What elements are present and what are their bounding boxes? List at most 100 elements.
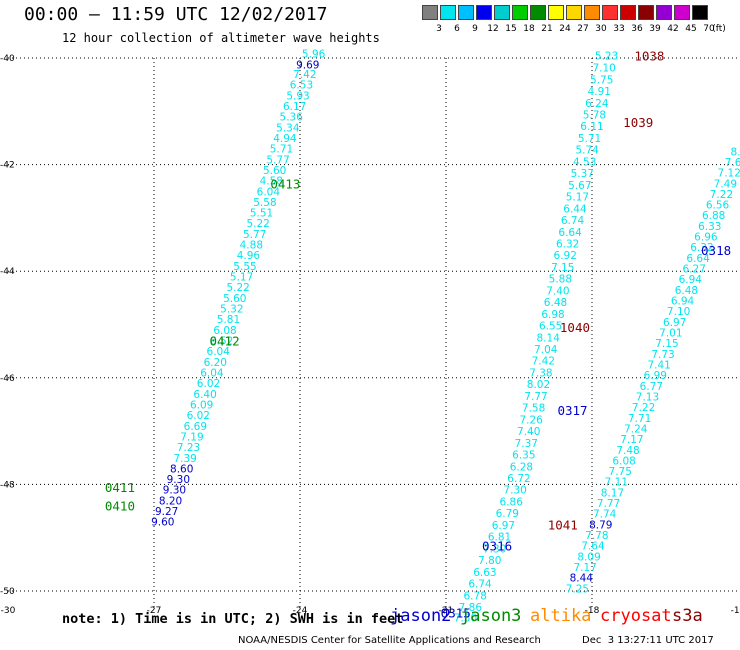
pass-time-label: 0317 xyxy=(557,403,587,418)
wave-height-obs: 7.30 xyxy=(483,543,506,555)
wave-height-obs: 6.04 xyxy=(207,346,231,358)
color-swatch-24 xyxy=(548,5,564,20)
wave-height-obs: 6.74 xyxy=(468,579,492,591)
wave-height-obs: 5.51 xyxy=(250,208,273,220)
color-swatch-6 xyxy=(440,5,456,20)
color-level-label: 12 xyxy=(487,24,499,34)
wave-height-obs: 7.38 xyxy=(529,367,552,379)
wave-height-obs: 7.17 xyxy=(573,562,596,574)
wave-height-obs: 8.09 xyxy=(577,551,600,563)
wave-height-obs: 5.17 xyxy=(230,272,253,284)
wave-height-obs: 7.23 xyxy=(177,442,200,454)
wave-height-obs: 7.15 xyxy=(655,338,678,350)
color-swatch-33 xyxy=(602,5,618,20)
wave-height-obs: 7.01 xyxy=(659,328,682,340)
pass-time-label: 1041 xyxy=(548,517,578,532)
wave-height-obs: 9.30 xyxy=(163,485,186,497)
wave-height-obs: 8.44 xyxy=(570,573,594,585)
color-swatch-3 xyxy=(422,5,438,20)
wave-height-obs: 7.30 xyxy=(454,613,477,625)
color-level-label: 39 xyxy=(649,24,661,34)
wave-height-obs: 6.74 xyxy=(561,215,585,227)
wave-height-obs: 5.22 xyxy=(246,218,269,230)
color-swatch-9 xyxy=(458,5,474,20)
wave-height-obs: 7.75 xyxy=(609,466,632,478)
latitude-tick-label: -42 xyxy=(0,161,15,171)
wave-height-obs: 5.75 xyxy=(590,74,613,86)
wave-height-obs: 7.37 xyxy=(515,438,538,450)
color-level-label: 3 xyxy=(436,24,442,34)
wave-height-obs: 7.19 xyxy=(180,431,203,443)
wave-height-obs: 5.60 xyxy=(223,293,246,305)
wave-height-obs: 7.15 xyxy=(551,262,574,274)
latitude-tick-label: -40 xyxy=(0,54,15,64)
color-level-label: 6 xyxy=(454,24,460,34)
wave-height-obs: 6.48 xyxy=(675,285,698,297)
satellite-legend-s3a: s3a xyxy=(672,606,703,626)
wave-height-obs: 9.27 xyxy=(155,506,178,518)
latitude-tick-label: -48 xyxy=(0,480,15,490)
wave-height-obs: 7.04 xyxy=(534,344,558,356)
wave-height-obs: 8.14 xyxy=(537,332,561,344)
wave-height-obs: 7.13 xyxy=(636,391,659,403)
pass-time-label: 1040 xyxy=(560,320,590,335)
wave-height-obs: 5.34 xyxy=(276,122,300,134)
wave-height-obs: 5.60 xyxy=(263,165,286,177)
pass-time-label: 0315 xyxy=(441,605,471,620)
wave-height-obs: 7.86 xyxy=(459,602,483,614)
wave-height-obs: 7.41 xyxy=(647,359,670,371)
wave-height-obs: 6.53 xyxy=(290,80,313,92)
wave-height-obs: 6.02 xyxy=(197,378,220,390)
color-level-label: 15 xyxy=(505,24,517,34)
latitude-tick-label: -46 xyxy=(0,374,15,384)
wave-height-obs: 5.58 xyxy=(253,197,276,209)
wave-height-obs: 6.32 xyxy=(690,242,713,254)
color-level-label: 9 xyxy=(472,24,478,34)
pass-time-label: 0318 xyxy=(701,243,731,258)
wave-height-obs: 6.28 xyxy=(510,461,533,473)
pass-time-label: 0411 xyxy=(105,480,135,495)
wave-height-obs: 4.94 xyxy=(273,133,297,145)
wave-height-obs: 6.72 xyxy=(507,473,530,485)
longitude-tick-label: -27 xyxy=(147,606,162,616)
color-swatch-15 xyxy=(494,5,510,20)
wave-height-obs: 9.60 xyxy=(151,517,174,529)
wave-height-obs: 7.80 xyxy=(478,555,501,567)
wave-height-obs: 6.63 xyxy=(473,567,496,579)
generation-timestamp: Dec 3 13:27:11 UTC 2017 xyxy=(582,635,714,646)
color-swatch-18 xyxy=(512,5,528,20)
wave-height-obs: 6.92 xyxy=(554,250,577,262)
color-level-label: 42 xyxy=(667,24,679,34)
units-note: note: 1) Time is in UTC; 2) SWH is in fe… xyxy=(62,611,404,627)
color-level-label: 30 xyxy=(595,24,607,34)
wave-height-obs: 5.67 xyxy=(568,180,591,192)
wave-height-obs: 7.58 xyxy=(522,403,545,415)
wave-height-obs: 7.42 xyxy=(532,356,555,368)
wave-height-obs: 9.30 xyxy=(167,474,190,486)
wave-height-obs: 6.08 xyxy=(213,325,236,337)
wave-height-obs: 8.20 xyxy=(159,495,182,507)
color-swatch-30 xyxy=(584,5,600,20)
color-level-label: 24 xyxy=(559,24,571,34)
wave-height-obs: 8.17 xyxy=(601,487,624,499)
wave-height-obs: 4.53 xyxy=(573,156,596,168)
longitude-tick-label: -24 xyxy=(293,606,308,616)
color-level-label: 27 xyxy=(577,24,589,34)
longitude-tick-label: -15 xyxy=(731,606,740,616)
wave-height-obs: 6.94 xyxy=(679,274,703,286)
wave-height-obs: 6.56 xyxy=(706,200,730,212)
wave-height-obs: 6.11 xyxy=(580,121,603,133)
color-level-label: 33 xyxy=(613,24,625,34)
color-level-label: 70 xyxy=(703,24,715,34)
wave-height-obs: 6.97 xyxy=(663,317,686,329)
color-scale-legend: 3 6 9 12 15 18 21 24 27 30 33 36 39 42 45 70 (ft) xyxy=(422,5,728,34)
satellite-legend-jason3: jason3 xyxy=(460,606,522,626)
latitude-tick-label: -50 xyxy=(0,587,15,597)
wave-height-obs: 5.93 xyxy=(286,90,309,102)
wave-height-obs: 4.91 xyxy=(588,86,611,98)
wave-height-obs: 5.32 xyxy=(220,304,243,316)
wave-height-obs: 6.86 xyxy=(500,496,524,508)
color-swatch-27 xyxy=(566,5,582,20)
wave-height-obs: 6.94 xyxy=(671,296,695,308)
